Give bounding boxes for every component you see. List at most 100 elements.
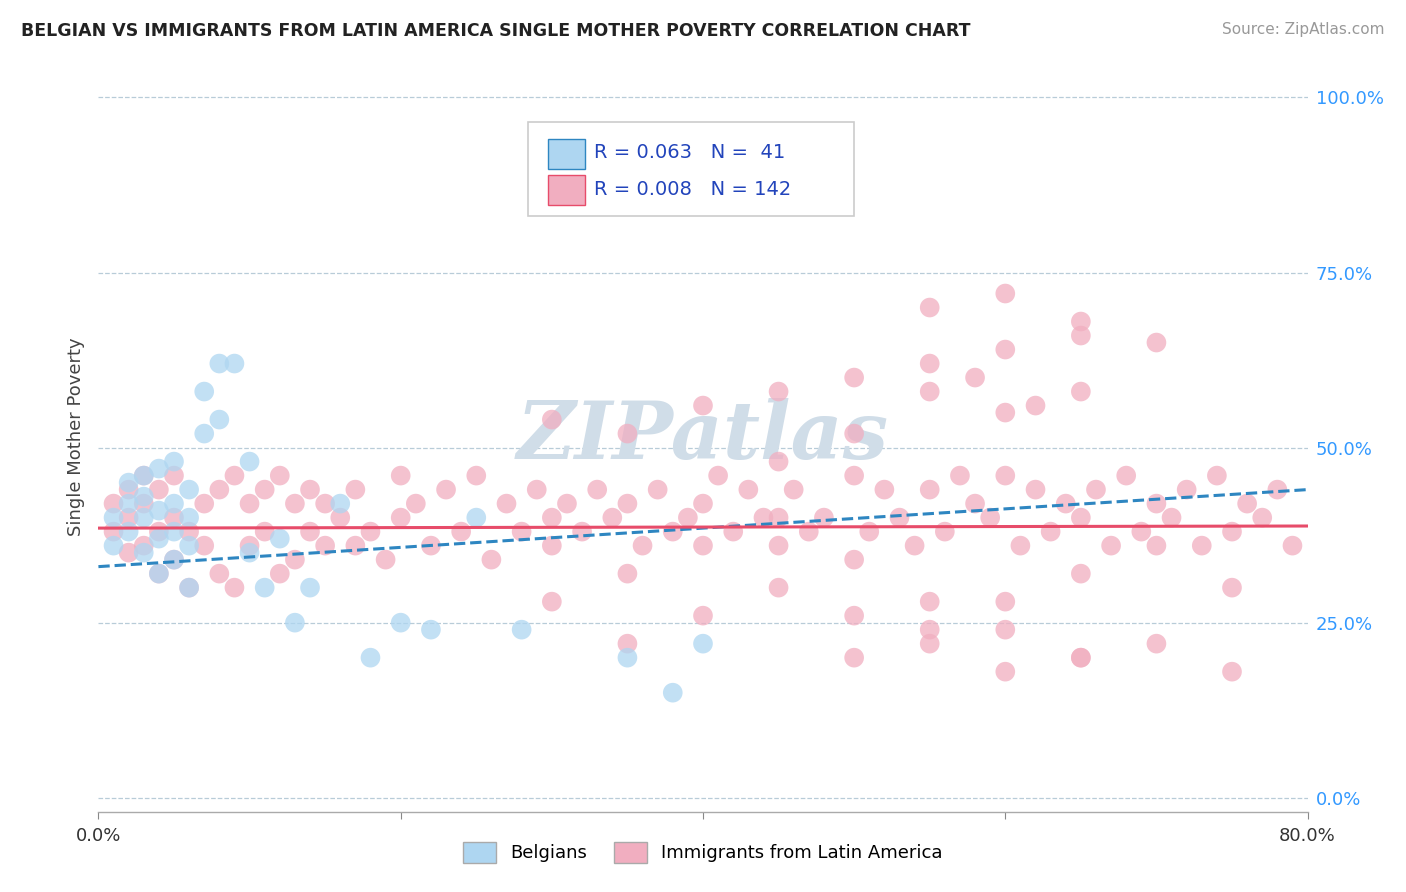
- Point: [118, 524, 141, 539]
- Point: [994, 623, 1017, 637]
- Y-axis label: Single Mother Poverty: Single Mother Poverty: [66, 338, 84, 536]
- Point: [299, 581, 322, 595]
- Point: [1220, 581, 1243, 595]
- Point: [103, 524, 125, 539]
- Point: [1099, 539, 1122, 553]
- Point: [118, 483, 141, 497]
- Point: [737, 483, 759, 497]
- FancyBboxPatch shape: [548, 139, 585, 169]
- Point: [1070, 510, 1092, 524]
- Point: [1144, 539, 1167, 553]
- Point: [179, 539, 201, 553]
- Point: [965, 497, 987, 511]
- Point: [844, 650, 866, 665]
- Point: [163, 524, 186, 539]
- Point: [768, 454, 790, 468]
- Point: [269, 532, 291, 546]
- Point: [465, 510, 488, 524]
- Text: Source: ZipAtlas.com: Source: ZipAtlas.com: [1222, 22, 1385, 37]
- Point: [148, 483, 170, 497]
- Point: [269, 468, 291, 483]
- Point: [1039, 524, 1062, 539]
- Point: [844, 552, 866, 566]
- Point: [224, 357, 246, 371]
- Point: [208, 357, 231, 371]
- Point: [616, 426, 638, 441]
- Point: [132, 497, 155, 511]
- Point: [179, 510, 201, 524]
- Point: [1144, 497, 1167, 511]
- Point: [163, 497, 186, 511]
- Point: [208, 412, 231, 426]
- Point: [1160, 510, 1182, 524]
- Point: [179, 483, 201, 497]
- Point: [299, 524, 322, 539]
- Point: [540, 412, 562, 426]
- Point: [1206, 468, 1229, 483]
- Point: [132, 468, 155, 483]
- Legend: Belgians, Immigrants from Latin America: Belgians, Immigrants from Latin America: [456, 835, 950, 870]
- Point: [918, 301, 941, 315]
- Point: [616, 637, 638, 651]
- Point: [918, 623, 941, 637]
- Point: [284, 497, 307, 511]
- Point: [239, 539, 262, 553]
- Point: [647, 483, 669, 497]
- Point: [193, 497, 215, 511]
- Point: [1220, 524, 1243, 539]
- Point: [1085, 483, 1108, 497]
- Point: [1070, 650, 1092, 665]
- FancyBboxPatch shape: [527, 122, 855, 216]
- Point: [994, 468, 1017, 483]
- Point: [752, 510, 775, 524]
- Point: [132, 510, 155, 524]
- Point: [239, 497, 262, 511]
- Point: [768, 539, 790, 553]
- Point: [994, 343, 1017, 357]
- Point: [389, 510, 412, 524]
- Point: [239, 454, 262, 468]
- Point: [344, 539, 367, 553]
- Point: [707, 468, 730, 483]
- Point: [1236, 497, 1258, 511]
- Point: [994, 286, 1017, 301]
- Point: [163, 454, 186, 468]
- Point: [858, 524, 880, 539]
- Point: [994, 665, 1017, 679]
- Point: [420, 539, 443, 553]
- Point: [420, 623, 443, 637]
- Point: [844, 468, 866, 483]
- Point: [299, 483, 322, 497]
- Point: [193, 426, 215, 441]
- Point: [1024, 399, 1046, 413]
- Point: [540, 539, 562, 553]
- Point: [239, 546, 262, 560]
- Point: [374, 552, 396, 566]
- Point: [965, 370, 987, 384]
- Point: [1070, 328, 1092, 343]
- Point: [1130, 524, 1153, 539]
- Point: [465, 468, 488, 483]
- Point: [1054, 497, 1077, 511]
- Point: [284, 552, 307, 566]
- Point: [692, 608, 714, 623]
- Point: [813, 510, 835, 524]
- Point: [405, 497, 427, 511]
- Point: [979, 510, 1001, 524]
- Point: [723, 524, 745, 539]
- Point: [1220, 665, 1243, 679]
- Point: [344, 483, 367, 497]
- Point: [179, 581, 201, 595]
- Point: [1175, 483, 1198, 497]
- Point: [918, 637, 941, 651]
- Point: [103, 539, 125, 553]
- Point: [602, 510, 624, 524]
- Point: [844, 608, 866, 623]
- Point: [555, 497, 578, 511]
- Point: [193, 384, 215, 399]
- Point: [873, 483, 896, 497]
- Point: [360, 650, 382, 665]
- Point: [631, 539, 654, 553]
- Point: [253, 483, 276, 497]
- Point: [783, 483, 806, 497]
